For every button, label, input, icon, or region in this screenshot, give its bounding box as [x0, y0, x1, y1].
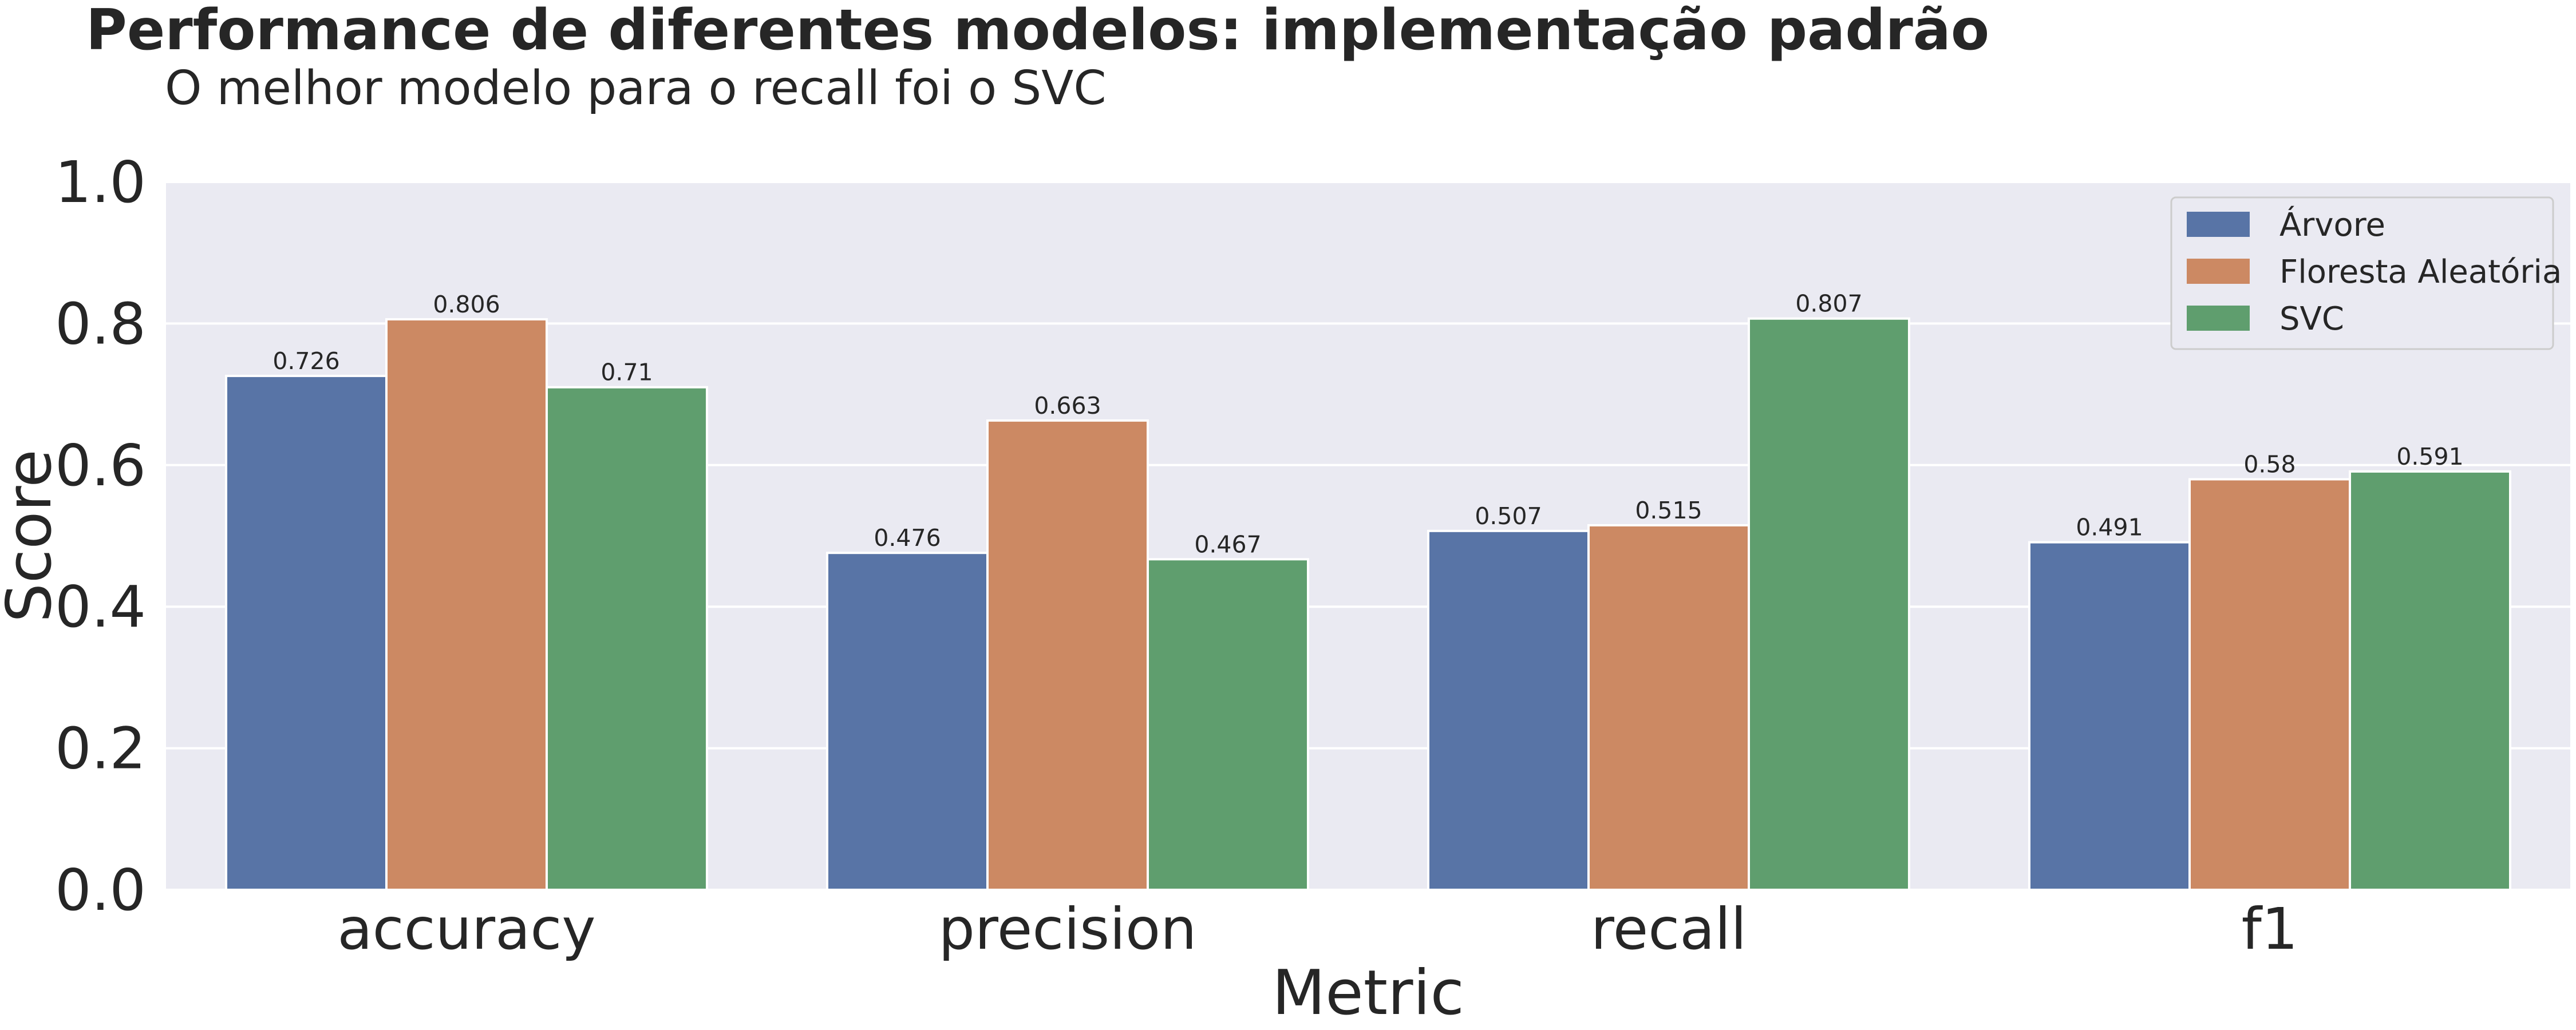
chart-subtitle: O melhor modelo para o recall foi o SVC	[165, 61, 1107, 116]
y-tick-label: 0.2	[55, 715, 146, 782]
legend-label: SVC	[2279, 300, 2344, 338]
bar-value-label: 0.507	[1475, 502, 1542, 530]
bar-value-label: 0.726	[272, 347, 339, 375]
bar	[385, 318, 548, 891]
x-tick-label: precision	[938, 896, 1196, 962]
bar-value-label: 0.71	[600, 359, 653, 386]
bar	[826, 552, 989, 891]
bar-value-label: 0.491	[2076, 514, 2143, 541]
bar	[1427, 529, 1590, 891]
bars	[225, 317, 2511, 891]
bar	[1748, 317, 1910, 891]
y-tick-label: 0.6	[55, 432, 146, 499]
bar	[225, 374, 388, 891]
y-tick-label: 0.4	[55, 573, 146, 640]
bar-value-label: 0.467	[1194, 530, 1261, 558]
bar	[986, 419, 1149, 891]
legend-swatch	[2187, 306, 2250, 331]
bar	[1147, 558, 1309, 891]
bar-value-label: 0.806	[433, 291, 500, 318]
legend-swatch	[2187, 259, 2250, 284]
legend-frame	[2170, 196, 2554, 350]
bar	[2188, 478, 2351, 891]
y-tick-label: 0.8	[55, 290, 146, 357]
bar	[2349, 470, 2511, 891]
bar	[2028, 541, 2191, 891]
legend-label: Árvore	[2279, 207, 2385, 244]
bar-value-label: 0.515	[1635, 497, 1702, 524]
legend-swatch	[2187, 212, 2250, 237]
legend: Árvore Floresta Aleatória SVC	[2170, 196, 2562, 350]
bar-value-labels: 0.726 0.806 0.71 0.476 0.663 0.467 0.507 0.515 0…	[272, 290, 2463, 558]
x-tick-label: accuracy	[337, 896, 595, 962]
y-tick-label: 1.0	[55, 149, 146, 216]
x-tick-label: f1	[2242, 896, 2298, 962]
y-axis-ticks: 0.0 0.2 0.4 0.6 0.8 1.0	[55, 149, 146, 924]
legend-label: Floresta Aleatória	[2279, 253, 2562, 291]
bar-value-label: 0.663	[1034, 392, 1101, 419]
bar-value-label: 0.58	[2243, 451, 2296, 478]
bar-value-label: 0.476	[874, 524, 941, 552]
y-axis-label: Score	[0, 449, 65, 622]
bar	[1587, 524, 1750, 891]
x-axis-ticks: accuracy precision recall f1	[337, 896, 2298, 962]
x-axis-label: Metric	[1272, 957, 1464, 1029]
y-tick-label: 0.0	[55, 857, 146, 924]
chart-title: Performance de diferentes modelos: imple…	[86, 0, 1990, 63]
bar	[546, 386, 708, 891]
bar-value-label: 0.591	[2396, 443, 2463, 470]
x-tick-label: recall	[1591, 896, 1747, 962]
bar-value-label: 0.807	[1795, 290, 1862, 318]
